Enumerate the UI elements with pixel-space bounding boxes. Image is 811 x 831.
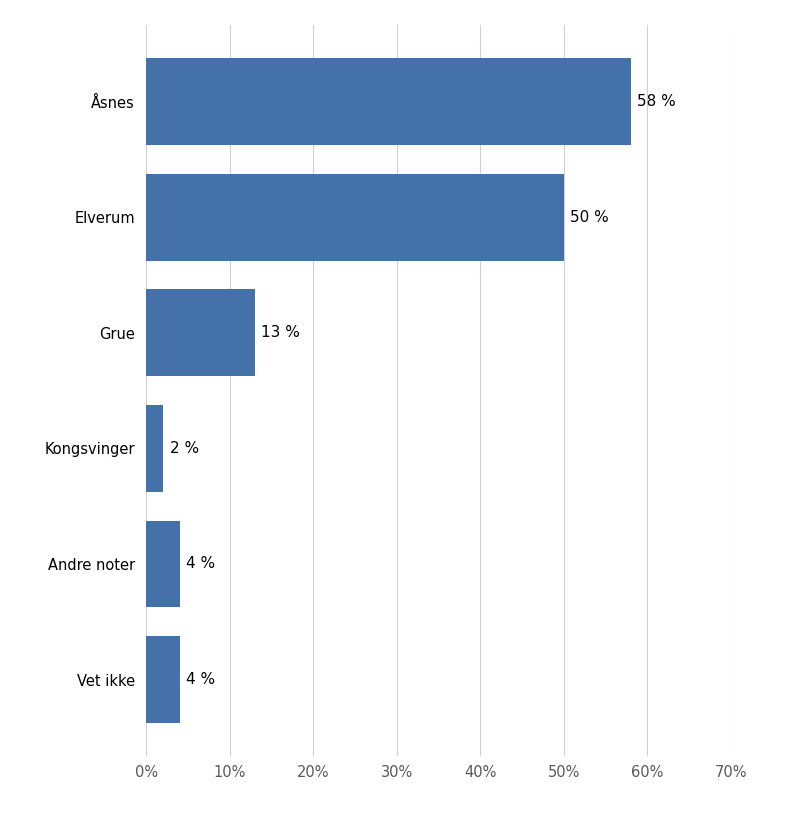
Text: 2 %: 2 % <box>169 441 199 456</box>
Text: 50 %: 50 % <box>570 209 608 224</box>
Text: 13 %: 13 % <box>261 325 300 340</box>
Bar <box>146 405 163 492</box>
Bar <box>146 637 179 723</box>
Text: 4 %: 4 % <box>186 557 215 572</box>
Bar <box>146 58 630 145</box>
Bar <box>146 174 563 260</box>
Text: 58 %: 58 % <box>637 94 676 109</box>
Bar <box>146 521 179 607</box>
Text: 4 %: 4 % <box>186 672 215 687</box>
Bar <box>146 289 255 376</box>
